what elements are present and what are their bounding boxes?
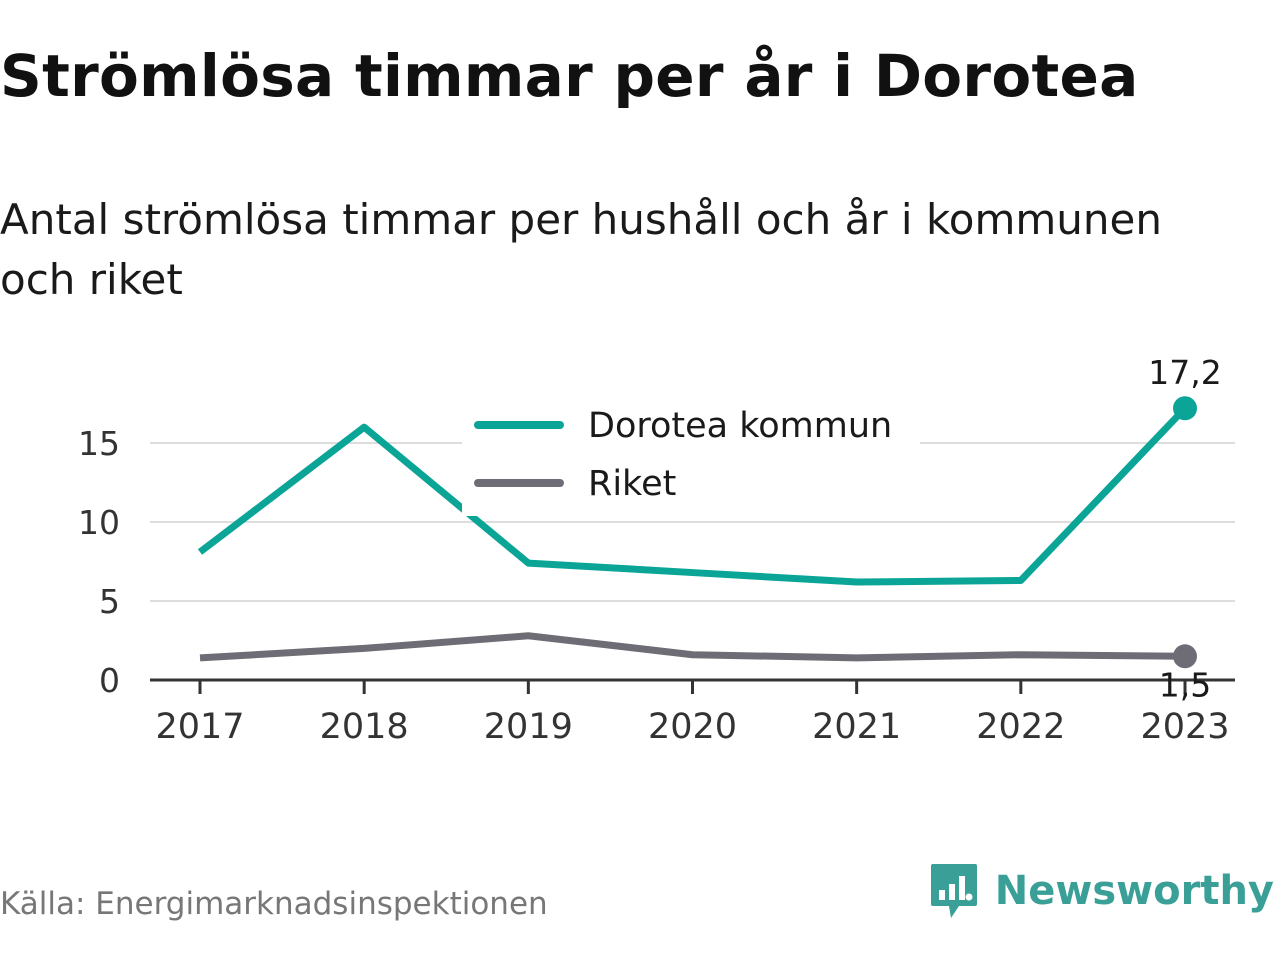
x-tick-label: 2017 xyxy=(155,707,244,747)
y-tick-label: 10 xyxy=(78,503,120,542)
chart-title: Strömlösa timmar per år i Dorotea xyxy=(0,42,1139,110)
series-end-point xyxy=(1173,644,1197,669)
legend-label: Riket xyxy=(588,464,676,504)
newsworthy-icon xyxy=(930,864,977,918)
chart-subtitle: Antal strömlösa timmar per hushåll och å… xyxy=(0,195,1162,304)
series-line-riket xyxy=(199,632,1186,662)
x-tick-label: 2023 xyxy=(1140,707,1229,747)
source-note: Källa: Energimarknadsinspektionen xyxy=(0,886,548,922)
x-axis-ticks: 2017 2018 2019 2020 2021 2022 2023 xyxy=(155,680,1230,747)
x-tick-label: 2019 xyxy=(484,707,573,747)
end-labels: 17,2 1,5 xyxy=(1148,353,1221,704)
legend: Dorotea kommun Riket xyxy=(462,398,920,516)
end-value-label: 17,2 xyxy=(1148,353,1221,392)
series-line-dorotea xyxy=(197,405,1188,586)
x-tick-label: 2018 xyxy=(320,707,409,747)
x-tick-label: 2020 xyxy=(648,707,737,747)
line-chart: 0 5 10 15 2017 2018 2019 2020 2021 2022 2023 Doro… xyxy=(78,353,1235,747)
series-end-point xyxy=(1173,396,1197,421)
brand-logo: Newsworthy xyxy=(929,862,1274,920)
x-tick-label: 2022 xyxy=(976,707,1065,747)
series-lines xyxy=(197,396,1197,669)
y-tick-label: 0 xyxy=(99,661,120,700)
legend-background xyxy=(462,398,920,516)
end-value-label: 1,5 xyxy=(1159,665,1211,704)
legend-label: Dorotea kommun xyxy=(588,406,892,446)
y-tick-label: 15 xyxy=(78,424,120,463)
y-tick-label: 5 xyxy=(99,582,120,621)
brand-name: Newsworthy xyxy=(994,868,1274,914)
y-axis-ticks: 0 5 10 15 xyxy=(78,424,120,700)
x-tick-label: 2021 xyxy=(812,707,901,747)
